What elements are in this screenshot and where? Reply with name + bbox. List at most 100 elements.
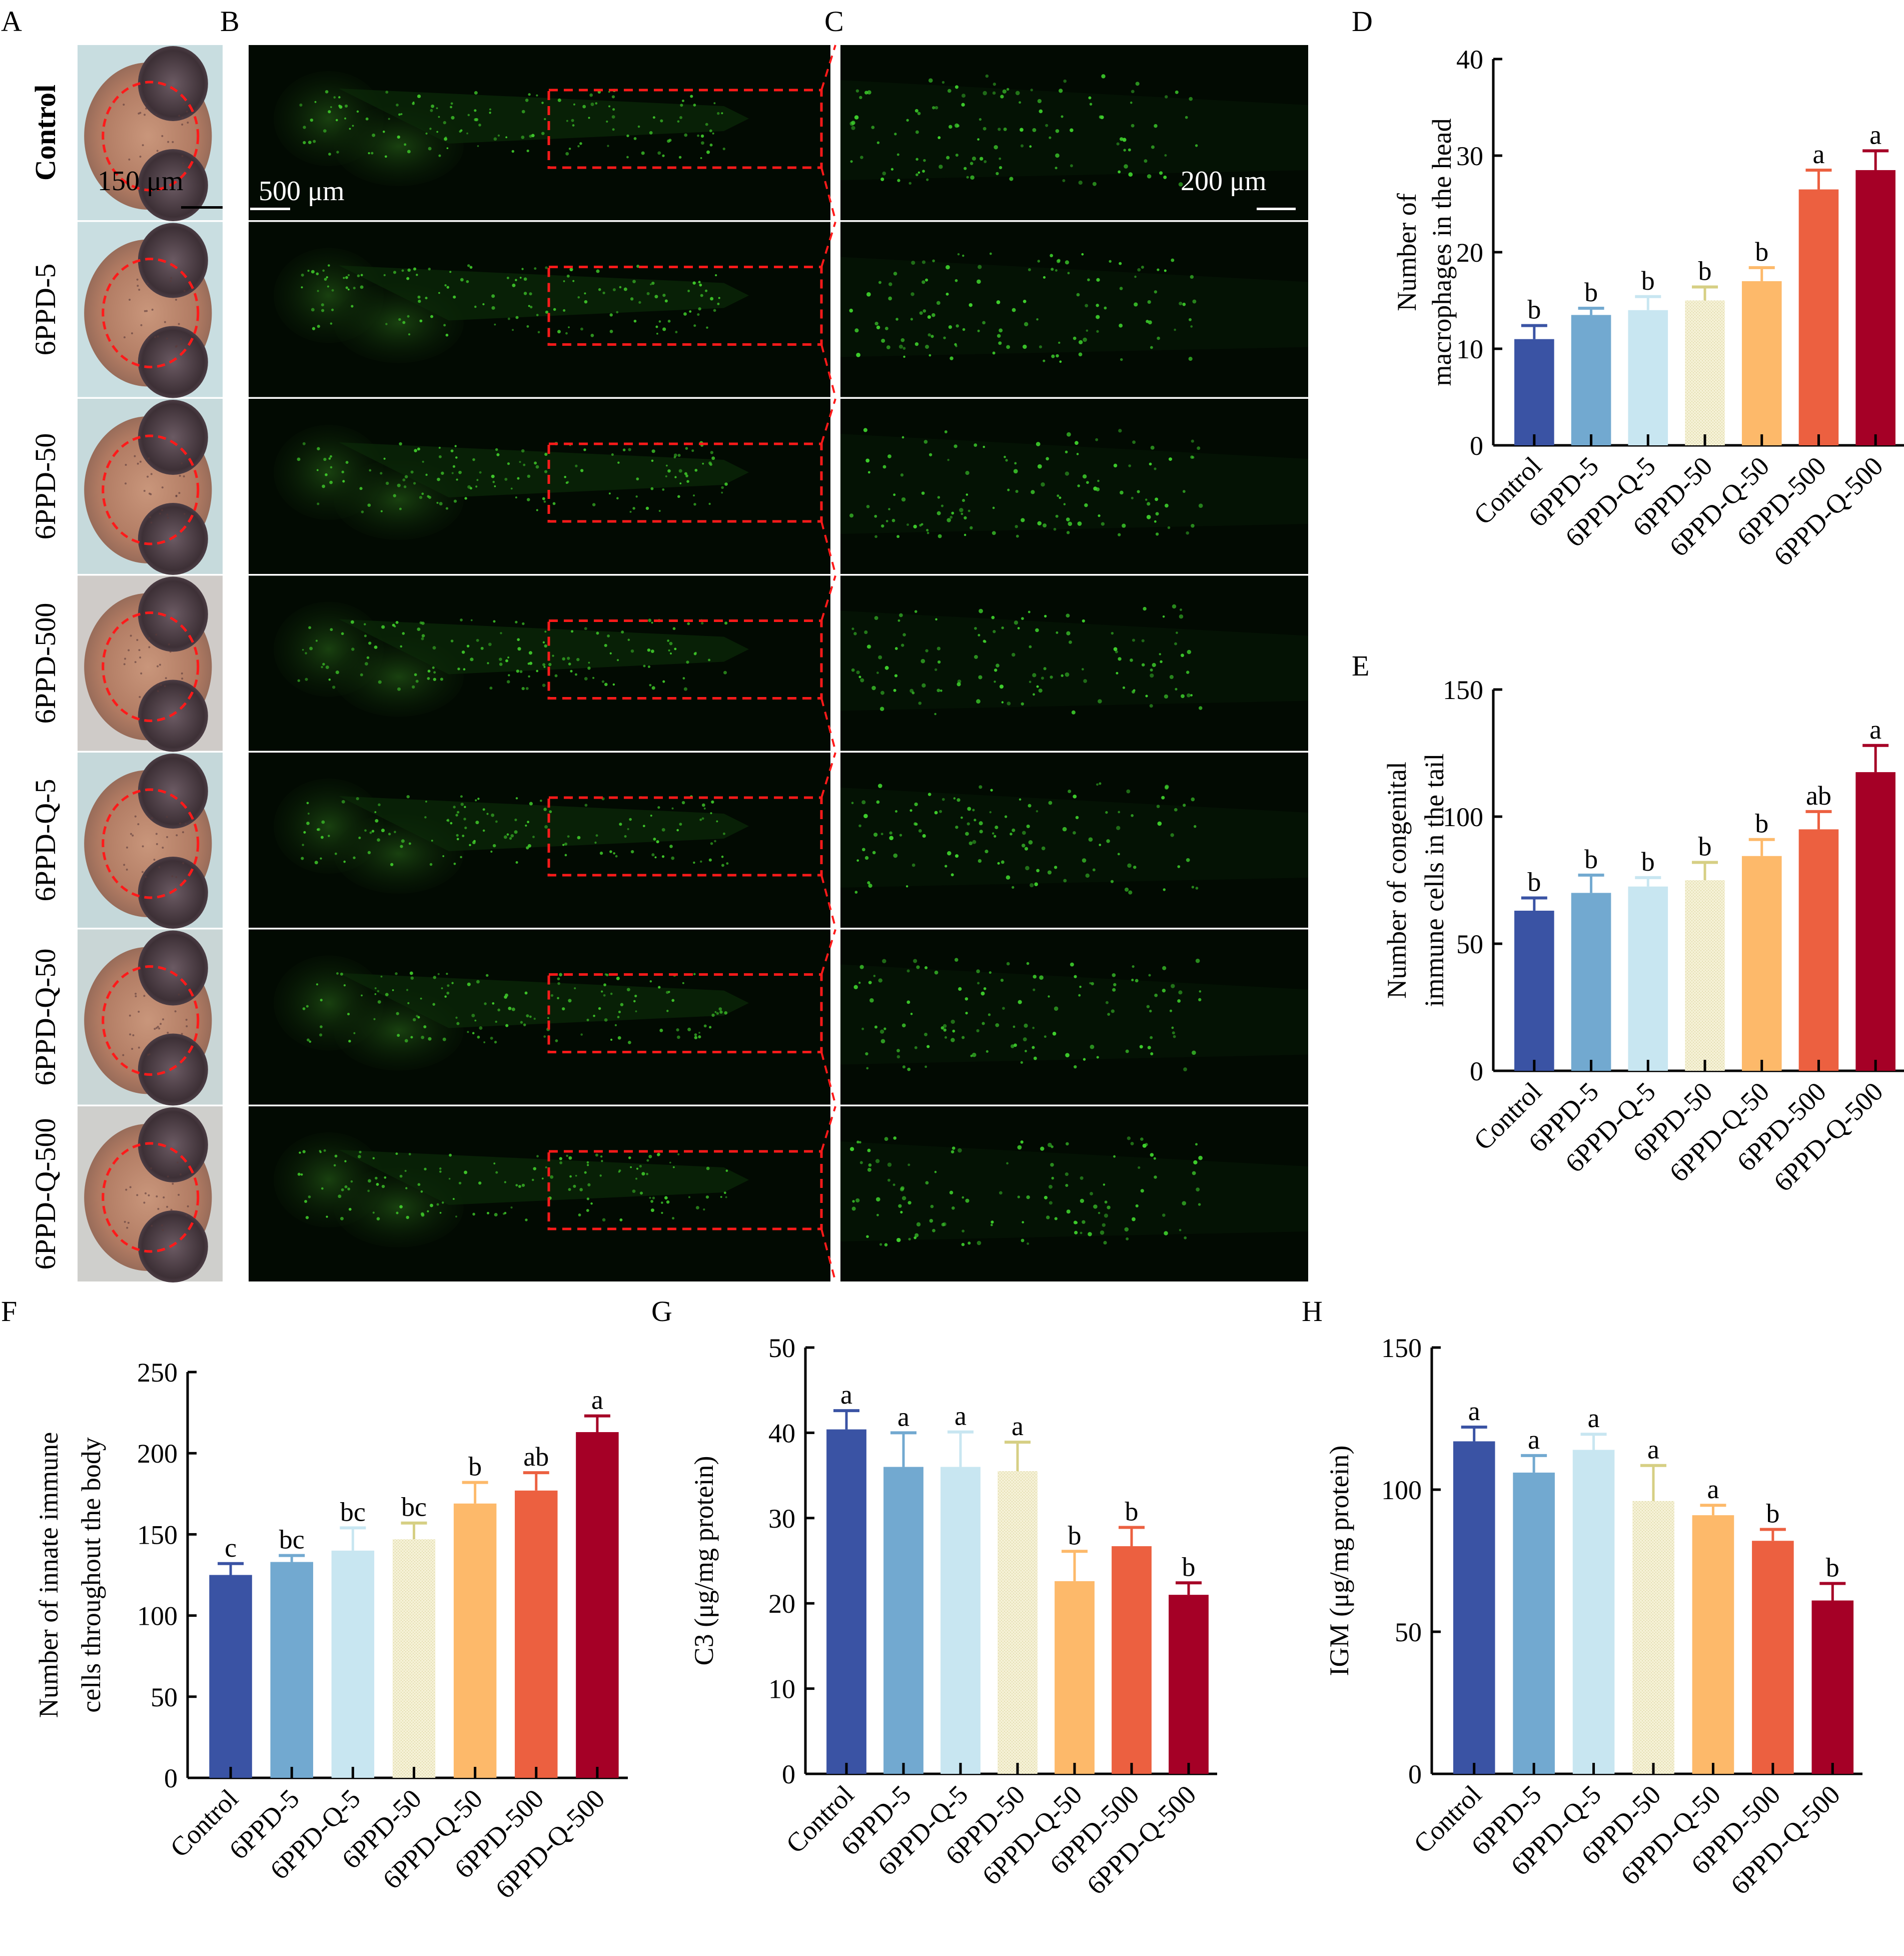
- fluorescent-cell: [475, 821, 479, 825]
- tail-zoom-fluorescence-image: [840, 753, 1308, 928]
- fluorescent-cell: [1169, 1009, 1173, 1012]
- tail-glow: [840, 610, 1308, 711]
- fluorescent-cell: [895, 318, 898, 321]
- pigment-dot: [175, 345, 177, 348]
- fluorescent-cell: [921, 280, 925, 284]
- fluorescent-cell: [978, 859, 982, 863]
- fluorescent-cell: [492, 844, 496, 848]
- fluorescent-cell: [559, 1157, 562, 1160]
- fluorescent-cell: [515, 797, 518, 800]
- fluorescent-cell: [721, 855, 724, 858]
- fluorescent-cell: [474, 305, 477, 308]
- fluorescent-cell: [1006, 962, 1010, 966]
- fluorescent-cell: [689, 310, 692, 313]
- fluorescent-cell: [1036, 685, 1039, 688]
- pigment-dot: [156, 1195, 158, 1197]
- fluorescent-cell: [482, 808, 485, 811]
- fluorescent-cell: [493, 137, 497, 141]
- fluorescent-cell: [1128, 464, 1131, 467]
- pigment-dot: [140, 672, 143, 675]
- fluorescent-cell: [328, 457, 331, 460]
- fluorescent-cell: [694, 468, 698, 472]
- fluorescent-cell: [328, 153, 331, 156]
- fluorescent-cell: [907, 1067, 911, 1071]
- pigment-dot: [181, 462, 183, 464]
- fluorescent-cell: [510, 1206, 513, 1209]
- fluorescent-cell: [968, 509, 971, 512]
- fluorescent-cell: [541, 102, 544, 104]
- fluorescent-cell: [913, 822, 917, 826]
- fluorescent-cell: [646, 1172, 648, 1175]
- fluorescent-cell: [358, 836, 361, 839]
- pigment-dot: [187, 122, 189, 124]
- fluorescent-cell: [338, 96, 341, 99]
- pigment-dot: [170, 277, 173, 279]
- fluorescent-cell: [400, 645, 403, 648]
- fluorescent-cell: [421, 492, 424, 495]
- fluorescent-cell: [966, 176, 969, 179]
- fluorescent-cell: [949, 515, 953, 519]
- fluorescent-cell: [708, 659, 711, 662]
- pigment-dot: [160, 1023, 162, 1025]
- fluorescent-cell: [1061, 115, 1064, 118]
- fluorescent-cell: [557, 982, 560, 985]
- fluorescent-cell: [335, 671, 339, 675]
- fluorescent-cell: [532, 1178, 534, 1181]
- fluorescent-cell: [447, 984, 450, 987]
- fluorescent-cell: [853, 985, 858, 989]
- fluorescent-cell: [1096, 783, 1099, 786]
- fluorescent-cell: [439, 1170, 442, 1173]
- fluorescent-cell: [526, 149, 529, 153]
- fluorescent-cell: [934, 713, 936, 716]
- fluorescent-cell: [1015, 525, 1018, 528]
- fluorescent-cell: [1051, 354, 1055, 358]
- fluorescent-cell: [606, 973, 609, 977]
- fluorescent-cell: [1104, 1200, 1108, 1204]
- pigment-dot: [181, 117, 184, 119]
- fluorescent-cell: [692, 281, 696, 285]
- fluorescent-cell: [950, 1019, 955, 1024]
- fluorescent-cell: [301, 286, 303, 289]
- bar-6ppd-500: [1112, 1546, 1152, 1774]
- pigment-dot: [153, 858, 156, 861]
- fluorescent-cell: [1048, 801, 1053, 805]
- fluorescent-cell: [368, 641, 372, 645]
- fluorescent-cell: [510, 487, 513, 490]
- fluorescent-cell: [1116, 142, 1120, 146]
- fluorescent-cell: [1181, 654, 1184, 658]
- fluorescent-cell: [901, 497, 906, 502]
- fluorescent-cell: [495, 448, 498, 451]
- fluorescent-cell: [471, 1014, 475, 1018]
- y-tick-label: 20: [1456, 238, 1483, 268]
- fluorescent-cell: [360, 673, 363, 677]
- fluorescent-cell: [939, 810, 942, 813]
- fluorescent-cell: [1073, 794, 1077, 799]
- fluorescent-cell: [384, 155, 387, 158]
- fluorescent-cell: [573, 103, 575, 106]
- fluorescent-cell: [701, 817, 704, 820]
- bar-6ppd-q-5: [1628, 310, 1668, 445]
- fluorescent-cell: [1048, 995, 1050, 998]
- fluorescent-cell: [910, 1013, 913, 1015]
- fluorescent-cell: [417, 295, 421, 299]
- pigment-dot: [155, 114, 158, 116]
- fluorescent-cell: [577, 145, 580, 148]
- fluorescent-cell: [1105, 1001, 1109, 1004]
- fluorescent-cell: [1128, 890, 1133, 895]
- fluorescent-cell: [516, 670, 520, 673]
- fluorescent-cell: [1183, 1067, 1187, 1071]
- fluorescent-cell: [1082, 1220, 1086, 1224]
- fluorescent-cell: [955, 958, 959, 962]
- pigment-dot: [171, 875, 174, 878]
- fluorescent-cell: [667, 469, 671, 473]
- fluorescent-cell: [991, 1220, 994, 1224]
- pigment-dot: [160, 684, 163, 687]
- fluorescent-cell: [378, 680, 382, 684]
- fluorescent-cell: [543, 500, 546, 503]
- fluorescent-cell: [1131, 814, 1134, 817]
- fluorescent-cell: [320, 857, 322, 860]
- fluorescent-cell: [1068, 521, 1073, 526]
- fluorescent-cell: [1039, 345, 1043, 349]
- significance-letter: bc: [279, 1525, 305, 1555]
- fluorescent-cell: [1107, 1205, 1111, 1209]
